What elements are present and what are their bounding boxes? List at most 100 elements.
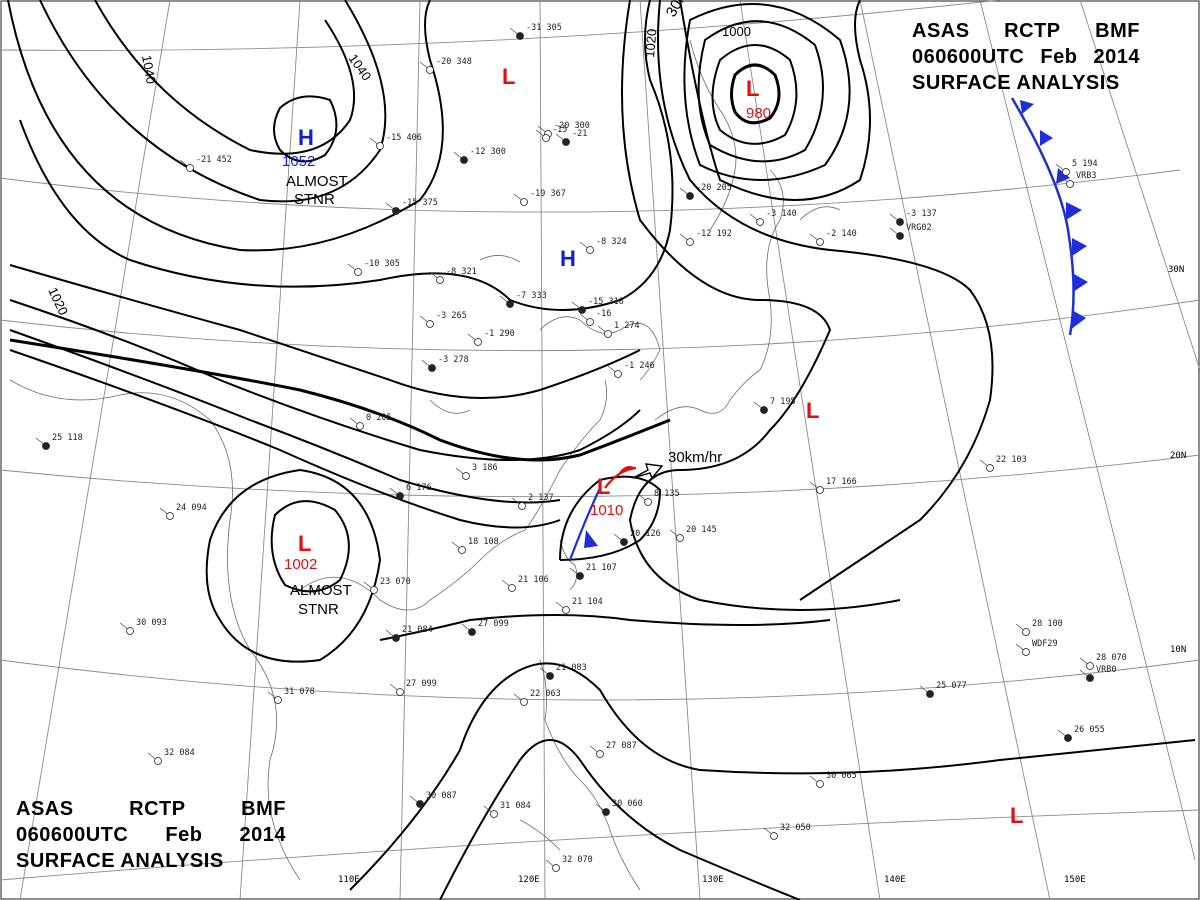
station-marker [986,464,994,472]
station-marker [896,218,904,226]
station-values: 30 093 [136,618,167,628]
station-marker [676,534,684,542]
footer-month: Feb [165,824,203,846]
station-plot: 27 099 [389,679,437,696]
station-values: 27 087 [606,741,637,751]
station-plot: 32 084 [147,748,195,765]
station-plot: 21 107 [569,563,617,580]
low-center-1002: L [298,531,311,556]
header-title: SURFACE ANALYSIS [912,72,1120,94]
station-values: 20 126 [630,529,661,539]
station-marker [926,690,934,698]
cold-front-east [1010,97,1088,336]
station-plot: -19 367 [513,189,566,206]
station-plot: 20 126 [613,529,661,546]
station-plot: 5 194 [1055,159,1098,176]
station-plot: 32 070 [545,855,593,872]
station-plot: -3 265 [419,311,467,328]
low-center-east: L [806,398,819,423]
lon-120e: 120E [518,875,540,885]
station-plot: -3 278 [421,355,469,372]
footer-year: 2014 [239,824,286,846]
station-plot: -3 140 [749,209,797,226]
station-plot: 0 205 [349,413,392,430]
station-values: 22 103 [996,455,1027,465]
station-plot: -7 333 [499,291,547,308]
station-plot: 22 063 [513,689,561,706]
low-center-southeast: L [1010,803,1023,828]
station-marker [458,546,466,554]
station-plot: -8 324 [579,237,627,254]
header-month: Feb [1040,46,1078,68]
station-plot: -15 318 [571,297,624,314]
station-marker [370,586,378,594]
station-values: WDF29 [1032,639,1058,649]
station-marker [462,472,470,480]
lat-20n: 20N [1170,451,1186,461]
station-marker [816,780,824,788]
station-marker [816,486,824,494]
station-marker [520,198,528,206]
station-plot: 18 108 [451,537,499,554]
station-values: 26 055 [1074,725,1105,735]
station-marker [644,498,652,506]
station-marker [508,584,516,592]
station-marker [1022,628,1030,636]
station-plot: -3 137 [889,209,937,226]
station-values: 3 186 [472,463,498,473]
station-plot: 32 050 [763,823,811,840]
station-marker [586,246,594,254]
station-values: 7 195 [770,397,796,407]
low-value-980: 980 [746,105,771,122]
station-values: 25 077 [936,681,967,691]
low-center-north: L [502,64,515,89]
station-marker [468,628,476,636]
station-plot: -2 140 [809,229,857,246]
low-center-980: L [746,76,759,101]
station-plot: -21 [555,129,587,146]
station-marker [1022,648,1030,656]
station-values: -16 [596,309,611,319]
high-value-1052: 1052 [282,153,315,170]
station-plot: -15 [535,125,567,142]
header-time: 060600UTC [912,46,1025,68]
station-marker [354,268,362,276]
station-values: 8 135 [654,489,680,499]
station-marker [756,218,764,226]
station-values: 21 084 [402,625,433,635]
station-marker [1062,168,1070,176]
station-plot: -12 300 [453,147,506,164]
station-plot: 26 055 [1057,725,1105,742]
station-plot: 7 195 [753,397,796,414]
station-marker [392,207,400,215]
station-values: 32 050 [780,823,811,833]
station-values: -3 137 [906,209,937,219]
station-values: -15 318 [588,297,624,307]
station-values: 0 205 [366,413,392,423]
high-center-2: H [560,246,576,271]
station-plot: 3 186 [455,463,498,480]
station-marker [1066,180,1074,188]
low-center-1010: L [597,474,610,499]
station-marker [770,832,778,840]
station-values: -10 305 [364,259,400,269]
station-plot: 6 176 [389,483,432,500]
station-marker [596,750,604,758]
station-plot: 31 084 [483,801,531,818]
station-marker [552,864,560,872]
station-plot: 21 106 [501,575,549,592]
lon-150e: 150E [1064,875,1086,885]
station-plot: VRB0 [1079,665,1116,682]
station-plot: -8 321 [429,267,477,284]
station-marker [426,320,434,328]
station-values: 18 108 [468,537,499,547]
station-marker [474,338,482,346]
station-plot: 24 094 [159,503,207,520]
station-values: -31 305 [526,23,562,33]
header-code: BMF [1095,20,1140,42]
station-plot: -16 [579,309,611,326]
station-marker [614,370,622,378]
station-plot: 20 145 [669,525,717,542]
low-note-1: ALMOST [290,582,352,599]
